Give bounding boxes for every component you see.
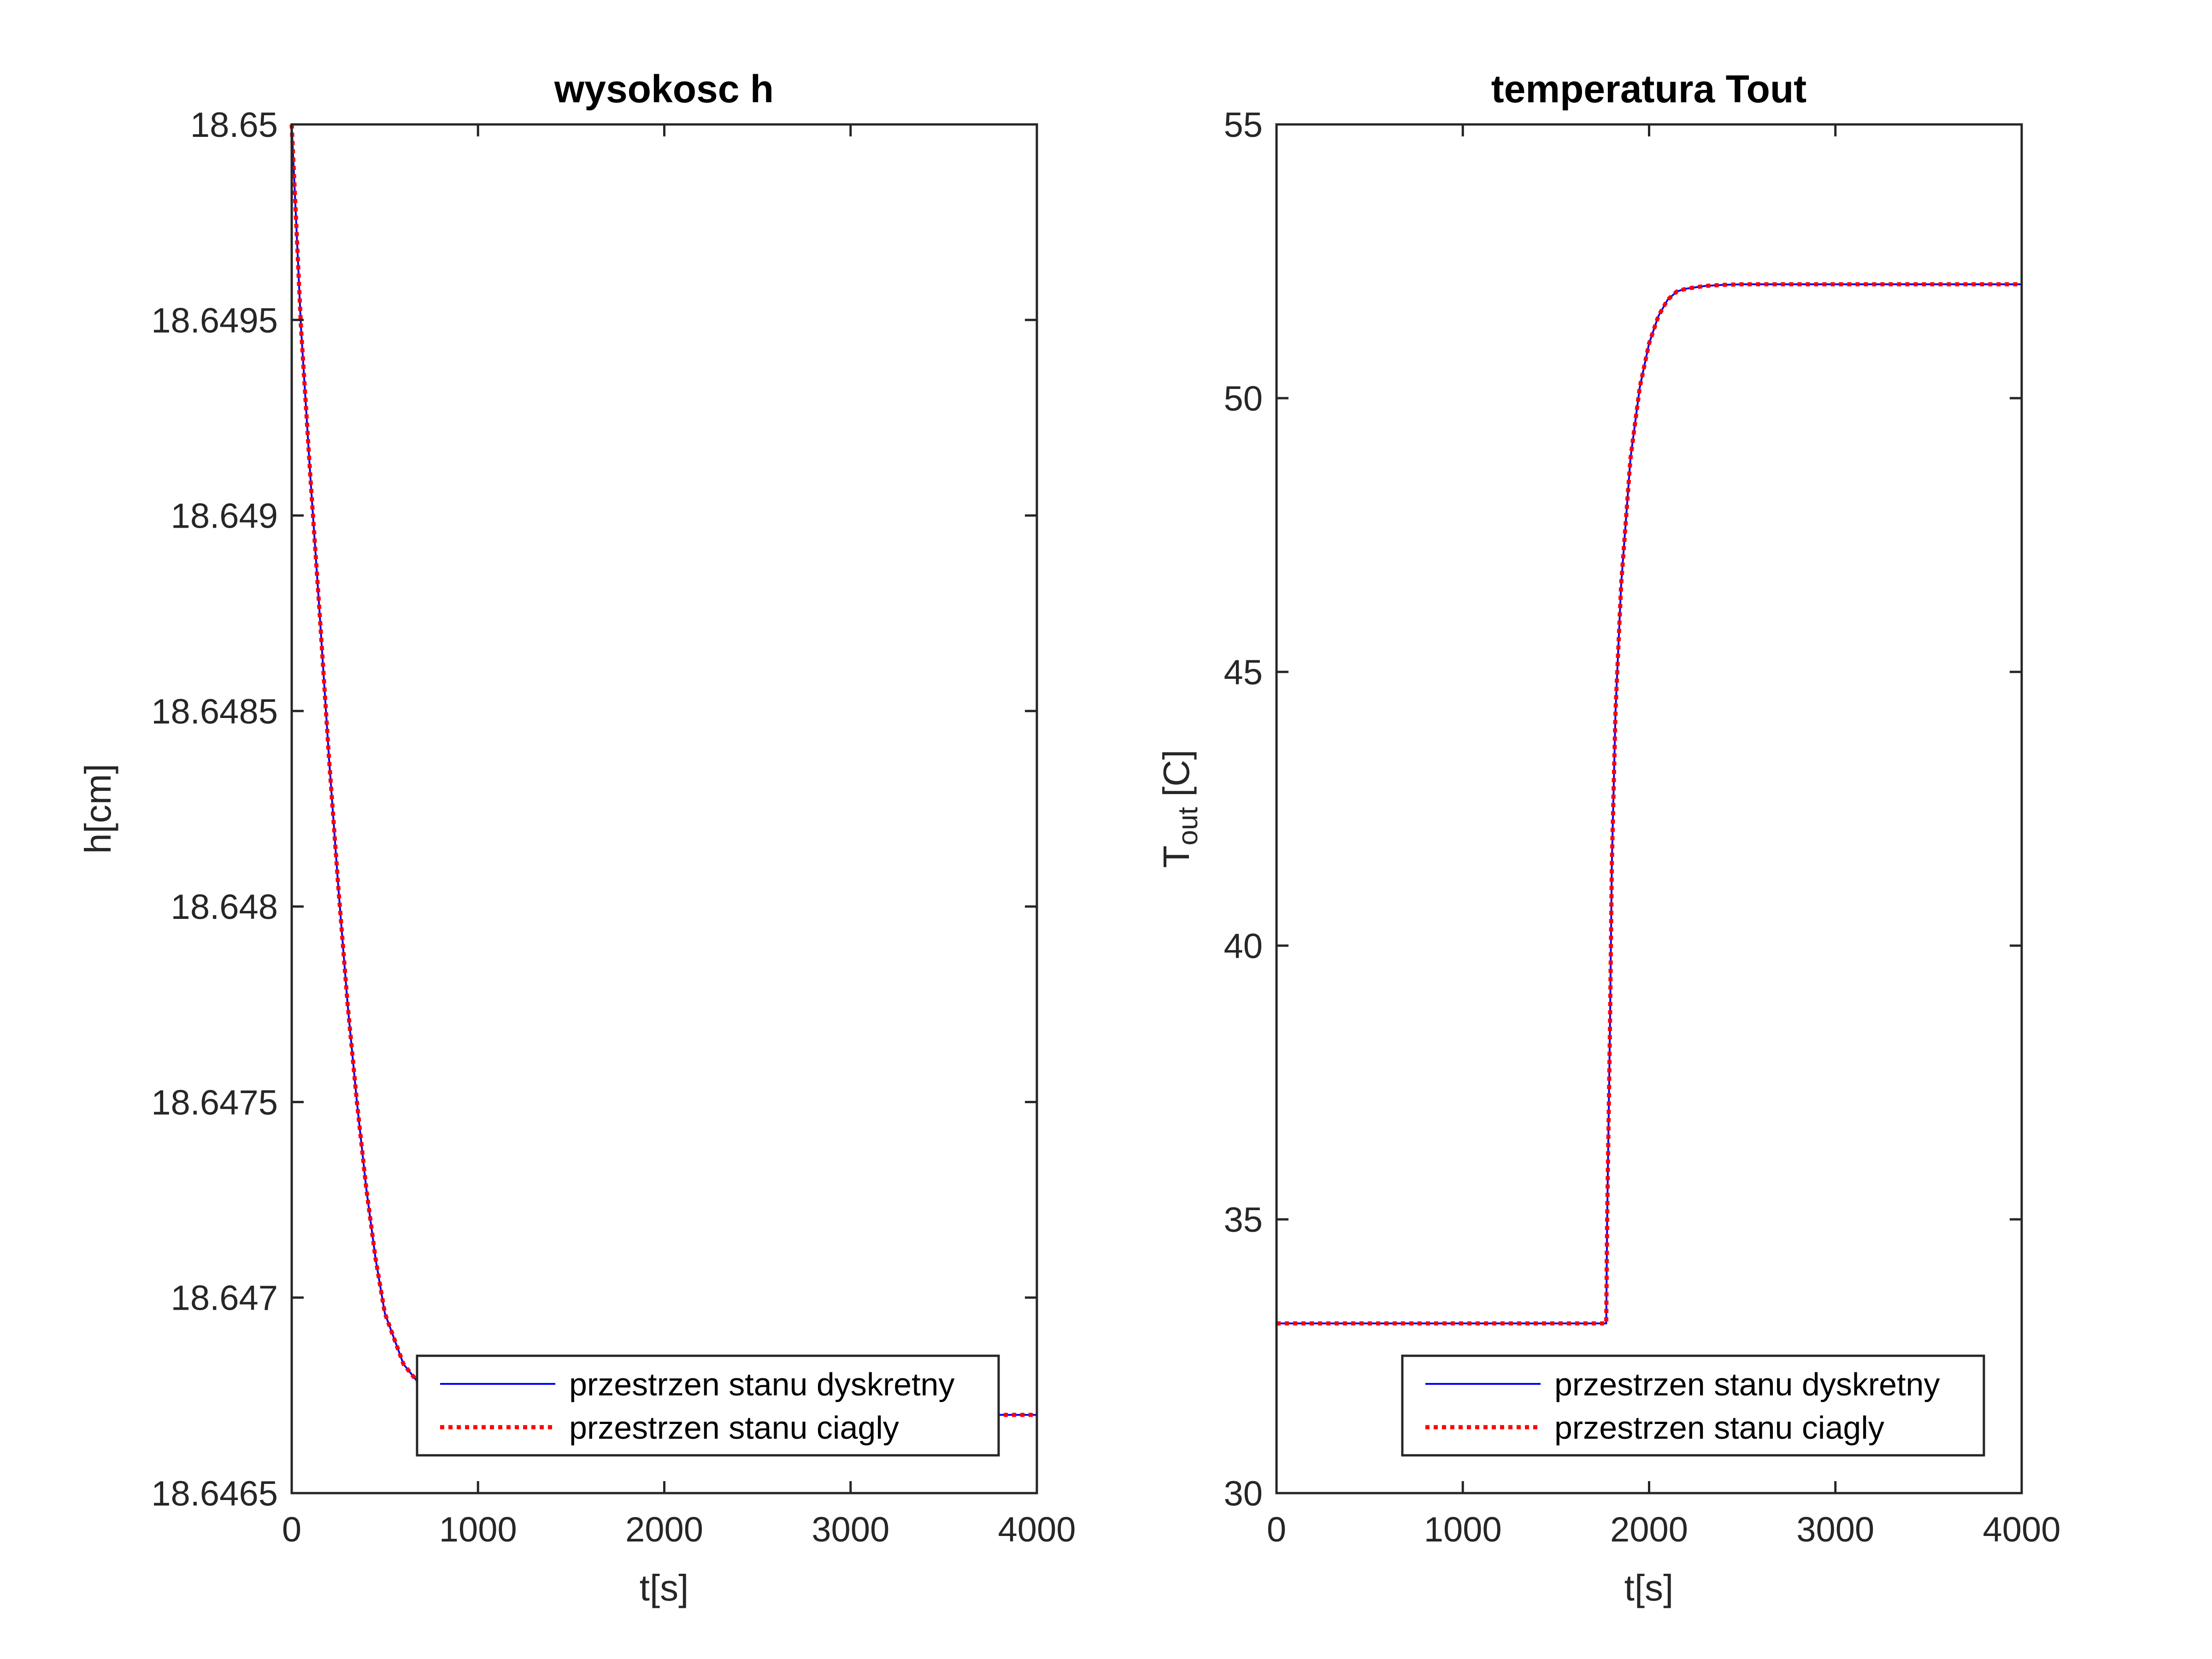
y-tick-label: 45	[1224, 653, 1263, 692]
plot-area	[292, 124, 1037, 1493]
series-line-continuous	[289, 124, 1037, 1417]
x-tick-label: 1000	[439, 1510, 517, 1549]
y-tick-label: 55	[1224, 106, 1263, 145]
y-tick-label: 18.649	[171, 497, 278, 536]
x-tick-label: 4000	[1983, 1510, 2060, 1549]
series-line-continuous	[1277, 282, 2022, 1326]
x-axis-label: t[s]	[640, 1567, 689, 1608]
x-tick-label: 0	[282, 1510, 301, 1549]
y-tick-label: 18.6495	[151, 301, 278, 340]
y-tick-label: 35	[1224, 1200, 1263, 1240]
legend-label-discrete: przestrzen stanu dyskretny	[1554, 1366, 1940, 1402]
tick-marks	[290, 123, 1038, 1494]
y-axis-label: h[cm]	[77, 764, 118, 854]
tick-labels: 0 1000 2000 3000 4000 30 35 40 45 50 55	[1224, 106, 2060, 1549]
y-axis-label-main: T	[1156, 846, 1197, 868]
legend-label-continuous: przestrzen stanu ciagly	[569, 1410, 899, 1446]
chart-title: wysokosc h	[554, 67, 774, 111]
legend: przestrzen stanu dyskretny przestrzen st…	[416, 1354, 1000, 1457]
x-tick-label: 1000	[1424, 1510, 1502, 1549]
legend-box	[416, 1354, 1000, 1457]
chart-title: temperatura Tout	[1491, 67, 1807, 111]
x-tick-label: 3000	[1796, 1510, 1874, 1549]
chart-height: 0 1000 2000 3000 4000 18.6465 18.647 18.6475 18.…	[77, 67, 1076, 1608]
x-tick-label: 3000	[812, 1510, 889, 1549]
plot-area	[1277, 124, 2022, 1493]
y-tick-label: 40	[1224, 927, 1263, 966]
y-axis-label: Tout [C]	[1156, 750, 1203, 868]
y-tick-label: 18.6475	[151, 1083, 278, 1122]
legend: przestrzen stanu dyskretny przestrzen st…	[1401, 1354, 1985, 1457]
y-tick-label: 18.648	[171, 888, 278, 927]
y-axis-label-unit: [C]	[1156, 750, 1197, 807]
x-tick-label: 4000	[998, 1510, 1076, 1549]
y-tick-label: 30	[1224, 1474, 1263, 1513]
y-tick-label: 18.65	[190, 106, 278, 145]
x-tick-label: 0	[1267, 1510, 1286, 1549]
legend-label-continuous: przestrzen stanu ciagly	[1554, 1410, 1884, 1446]
y-tick-label: 50	[1224, 379, 1263, 418]
y-tick-label: 18.6485	[151, 692, 278, 731]
chart-temperature: 0 1000 2000 3000 4000 30 35 40 45 50 55 temperatur…	[1156, 67, 2061, 1608]
y-axis-label-subscript: out	[1172, 807, 1203, 846]
x-axis-label: t[s]	[1624, 1567, 1674, 1608]
tick-marks	[1275, 123, 2023, 1494]
y-tick-label: 18.647	[171, 1279, 278, 1318]
legend-label-discrete: przestrzen stanu dyskretny	[569, 1366, 954, 1402]
legend-box	[1401, 1354, 1985, 1457]
x-tick-label: 2000	[625, 1510, 703, 1549]
y-tick-label: 18.6465	[151, 1474, 278, 1513]
x-tick-label: 2000	[1610, 1510, 1688, 1549]
series-layer	[1277, 282, 2022, 1326]
tick-labels: 0 1000 2000 3000 4000 18.6465 18.647 18.6475 18.…	[151, 106, 1076, 1549]
